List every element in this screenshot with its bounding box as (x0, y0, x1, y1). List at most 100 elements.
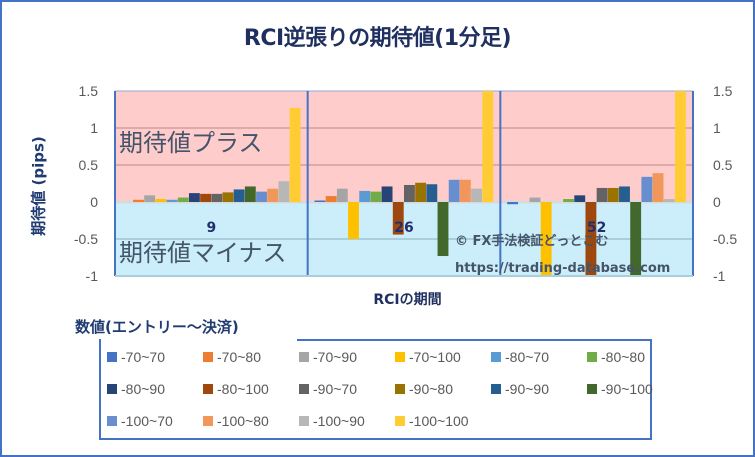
legend-item: -70~70 (107, 347, 203, 367)
bar (289, 108, 301, 202)
legend-item: -80~80 (587, 347, 683, 367)
y-tick-label: 1.5 (79, 83, 99, 99)
bar (641, 176, 653, 202)
bar (563, 199, 574, 202)
bar (155, 199, 167, 202)
bar (652, 173, 664, 202)
bar (674, 91, 686, 202)
bar (177, 197, 189, 202)
bar (233, 189, 245, 202)
bar (415, 182, 427, 202)
bar (133, 199, 144, 202)
category-label: 52 (587, 220, 606, 236)
legend-label: -100~80 (217, 413, 269, 429)
legend-item: -100~70 (107, 411, 203, 431)
legend-label: -70~70 (121, 349, 165, 365)
secondary-y-tick-label: 0.5 (713, 157, 733, 173)
plus-region-label: 期待値プラス (119, 129, 263, 157)
bar (166, 199, 178, 202)
legend-item: -70~80 (203, 347, 299, 367)
legend-swatch (299, 416, 309, 426)
y-tick-label: -1 (86, 268, 99, 284)
legend-label: -80~80 (601, 349, 645, 365)
bar (529, 197, 541, 202)
bar (211, 193, 223, 202)
bar (540, 202, 552, 276)
watermark-copyright: © FX手法検証どっとこむ (455, 233, 608, 249)
legend-label: -100~70 (121, 413, 173, 429)
y-tick-label: 0 (90, 194, 98, 210)
bar (619, 186, 630, 202)
bar (381, 186, 393, 202)
legend-item: -90~70 (299, 379, 395, 399)
legend-title: 数値(エントリー～決済) (75, 318, 239, 336)
legend-swatch (395, 416, 405, 426)
legend-swatch (107, 416, 117, 426)
y-tick-label: 1 (90, 120, 98, 136)
legend-item: -90~80 (395, 379, 491, 399)
legend-label: -70~80 (217, 349, 261, 365)
secondary-y-tick-label: 1 (713, 120, 721, 136)
legend-label: -70~100 (409, 349, 461, 365)
bar (471, 188, 482, 202)
bar (507, 202, 519, 205)
legend-swatch (299, 352, 309, 362)
legend-item: -70~100 (395, 347, 491, 367)
legend-swatch (107, 352, 117, 362)
bar (370, 191, 382, 202)
legend-label: -100~90 (313, 413, 365, 429)
legend-label: -70~90 (313, 349, 357, 365)
legend-swatch (203, 416, 213, 426)
bar (426, 184, 438, 202)
plus-region (115, 91, 693, 202)
bar (404, 184, 415, 202)
legend-swatch (107, 384, 117, 394)
x-axis-title: RCIの期間 (373, 292, 442, 308)
bar (663, 199, 675, 202)
bar (244, 186, 256, 202)
legend-item: -80~90 (107, 379, 203, 399)
legend-item: -80~70 (491, 347, 587, 367)
watermark-url: https://trading-database.com (455, 261, 670, 276)
y-tick-label: -0.5 (74, 231, 98, 247)
legend-item: -100~80 (203, 411, 299, 431)
bar (256, 191, 267, 202)
legend-item: -100~100 (395, 411, 491, 431)
legend-label: -100~100 (409, 413, 469, 429)
category-label: 26 (394, 220, 413, 236)
category-label: 9 (206, 220, 216, 236)
bar (325, 196, 337, 202)
legend-item: -70~90 (299, 347, 395, 367)
minus-region-label: 期待値マイナス (119, 239, 287, 267)
bar (574, 195, 586, 202)
legend-swatch (587, 352, 597, 362)
bar (359, 190, 371, 202)
legend-label: -90~80 (409, 381, 453, 397)
secondary-y-tick-label: -1 (713, 268, 726, 284)
bar (596, 187, 608, 202)
bar (437, 202, 449, 257)
secondary-y-tick-label: 1.5 (713, 83, 733, 99)
bar (336, 188, 348, 202)
legend-label: -90~70 (313, 381, 357, 397)
bar (188, 193, 200, 202)
legend-label: -80~100 (217, 381, 269, 397)
legend-swatch (203, 384, 213, 394)
bar (448, 179, 460, 202)
legend-swatch (299, 384, 309, 394)
legend-label: -80~90 (121, 381, 165, 397)
legend-label: -80~70 (505, 349, 549, 365)
legend-item: -90~90 (491, 379, 587, 399)
legend-item: -90~100 (587, 379, 683, 399)
legend-swatch (491, 352, 501, 362)
legend-item: -80~100 (203, 379, 299, 399)
legend-swatch (491, 384, 501, 394)
bar (144, 195, 156, 202)
legend-swatch (203, 352, 213, 362)
bar (482, 91, 494, 202)
legend-swatch (395, 384, 405, 394)
legend-item: -100~90 (299, 411, 395, 431)
bar (607, 187, 619, 202)
legend-label: -90~100 (601, 381, 653, 397)
